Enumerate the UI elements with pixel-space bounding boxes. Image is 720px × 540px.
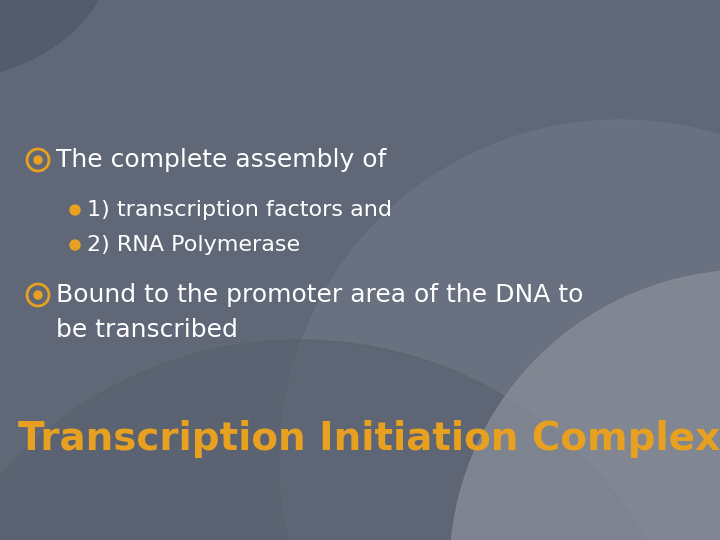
Circle shape xyxy=(450,270,720,540)
Circle shape xyxy=(70,205,80,215)
Text: Transcription Initiation Complex: Transcription Initiation Complex xyxy=(18,420,720,458)
Circle shape xyxy=(0,340,700,540)
Circle shape xyxy=(34,156,42,164)
Text: The complete assembly of: The complete assembly of xyxy=(56,148,387,172)
Text: 1) transcription factors and: 1) transcription factors and xyxy=(87,200,392,220)
Text: 2) RNA Polymerase: 2) RNA Polymerase xyxy=(87,235,300,255)
Ellipse shape xyxy=(0,0,115,80)
Circle shape xyxy=(70,240,80,250)
Text: Bound to the promoter area of the DNA to: Bound to the promoter area of the DNA to xyxy=(56,283,583,307)
Text: be transcribed: be transcribed xyxy=(56,318,238,342)
Circle shape xyxy=(280,120,720,540)
Circle shape xyxy=(34,291,42,299)
